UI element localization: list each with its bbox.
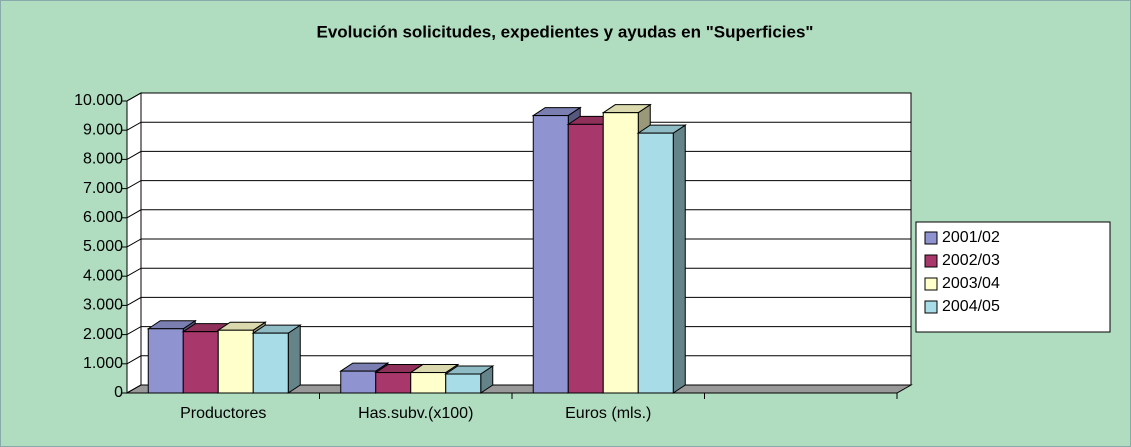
x-tick-label: Productores bbox=[180, 405, 266, 422]
bar bbox=[340, 370, 377, 394]
bar bbox=[147, 328, 184, 394]
y-tick-label: 5.000 bbox=[83, 238, 123, 255]
bar bbox=[375, 372, 412, 394]
legend-label: 2003/04 bbox=[942, 275, 1000, 292]
legend-swatch bbox=[924, 300, 938, 314]
y-tick-label: 6.000 bbox=[83, 209, 123, 226]
legend-swatch bbox=[924, 231, 938, 245]
legend-swatch bbox=[924, 277, 938, 291]
bar bbox=[637, 132, 674, 394]
bar bbox=[532, 115, 569, 394]
legend-label: 2004/05 bbox=[942, 298, 1000, 315]
y-tick-label: 9.000 bbox=[83, 121, 123, 138]
y-tick-label: 8.000 bbox=[83, 151, 123, 168]
bar bbox=[182, 331, 219, 394]
y-tick-label: 7.000 bbox=[83, 180, 123, 197]
bar-side bbox=[287, 324, 301, 394]
legend-swatch bbox=[924, 254, 938, 268]
y-tick-label: 3.000 bbox=[83, 297, 123, 314]
y-tick-label: 0 bbox=[114, 384, 123, 401]
legend-label: 2001/02 bbox=[942, 229, 1000, 246]
y-tick-label: 10.000 bbox=[74, 92, 123, 109]
chart-title: Evolución solicitudes, expedientes y ayu… bbox=[316, 22, 813, 41]
grid-line bbox=[126, 121, 911, 131]
bar bbox=[567, 123, 604, 394]
bar bbox=[252, 332, 289, 394]
y-tick-label: 2.000 bbox=[83, 326, 123, 343]
x-tick-label: Has.subv.(x100) bbox=[358, 405, 473, 422]
grid-line bbox=[126, 92, 911, 102]
bar-side bbox=[672, 124, 686, 394]
y-tick-label: 4.000 bbox=[83, 267, 123, 284]
bar bbox=[217, 329, 254, 394]
x-tick-label: Euros (mls.) bbox=[565, 405, 651, 422]
bar bbox=[602, 112, 639, 394]
legend-box bbox=[915, 221, 1111, 333]
bar bbox=[445, 373, 482, 394]
bar bbox=[410, 372, 447, 394]
legend-label: 2002/03 bbox=[942, 252, 1000, 269]
y-tick-label: 1.000 bbox=[83, 355, 123, 372]
